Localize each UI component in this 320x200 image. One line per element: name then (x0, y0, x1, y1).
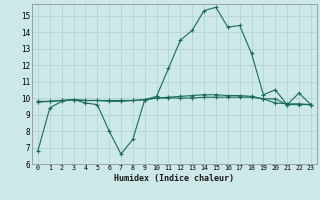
X-axis label: Humidex (Indice chaleur): Humidex (Indice chaleur) (115, 174, 234, 183)
